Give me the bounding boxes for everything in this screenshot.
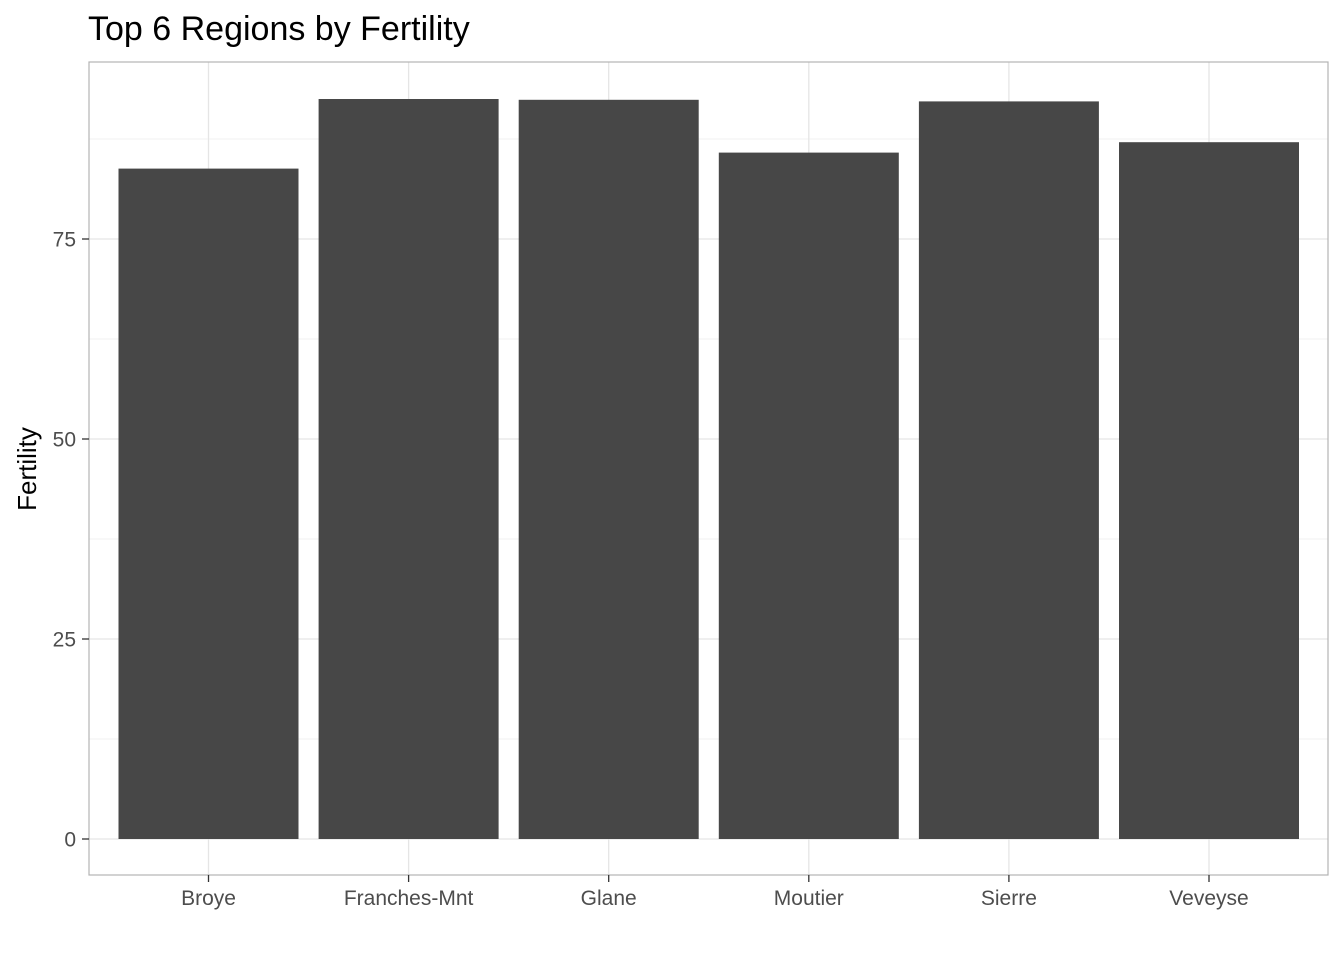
y-tick-label: 0: [64, 829, 76, 852]
x-tick-label: Franches-Mnt: [344, 887, 474, 910]
x-tick-label: Moutier: [774, 887, 844, 910]
x-tick-label: Sierre: [981, 887, 1037, 910]
x-tick-label: Glane: [581, 887, 637, 910]
chart-title: Top 6 Regions by Fertility: [88, 10, 470, 48]
bar-glane: [518, 99, 699, 840]
x-axis: Broye Franches-Mnt Glane Moutier Sierre Vevey…: [181, 875, 1249, 910]
y-tick-label: 50: [53, 429, 76, 452]
y-axis: 0 25 50 75: [53, 229, 89, 852]
x-tick-label: Veveyse: [1169, 887, 1248, 910]
bar-moutier: [718, 152, 899, 840]
panel-border: [88, 61, 1329, 876]
bar-sierre: [918, 101, 1099, 839]
y-axis-label: Fertility: [12, 427, 42, 511]
y-tick-label: 75: [53, 229, 76, 252]
y-tick-label: 25: [53, 629, 76, 652]
x-tick-label: Broye: [181, 887, 236, 910]
bar-franches-mnt: [318, 99, 499, 839]
bars: [118, 99, 1299, 840]
bar-broye: [118, 168, 299, 840]
bar-veveyse: [1119, 142, 1299, 839]
